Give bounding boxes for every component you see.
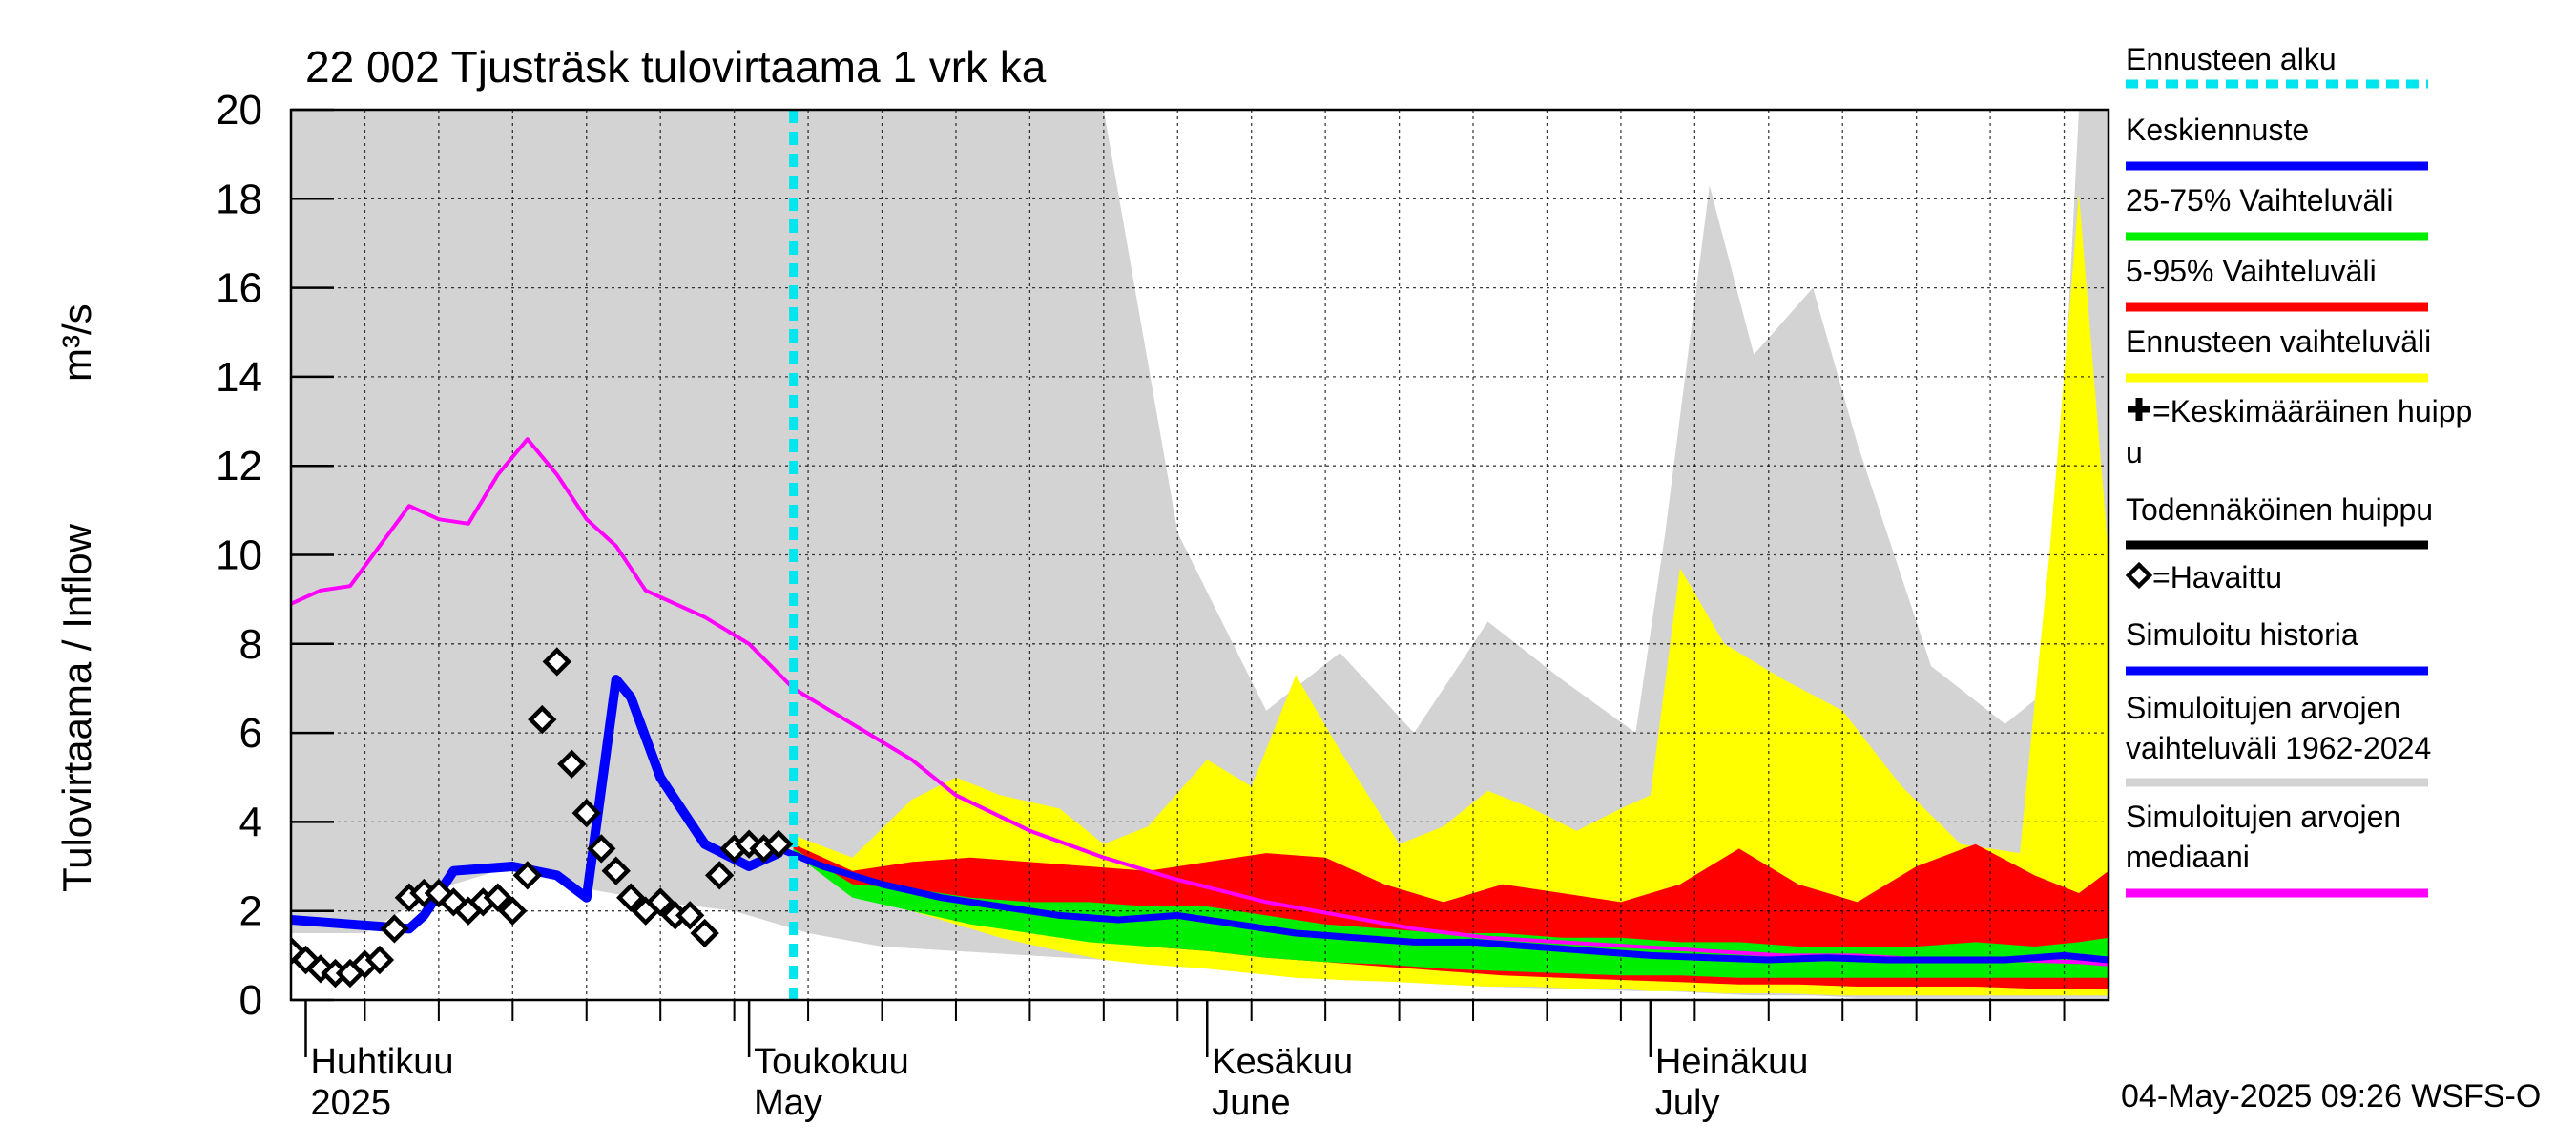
legend-item-p25_75: 25-75% Vaihteluväli <box>2126 183 2428 241</box>
legend-item-p5_95: 5-95% Vaihteluväli <box>2126 254 2428 312</box>
legend-item-forecast_start: Ennusteen alku <box>2126 42 2428 89</box>
x-month-sublabel: May <box>754 1083 822 1123</box>
y-tick-label: 2 <box>239 888 262 935</box>
observed-point <box>763 829 794 859</box>
observed-point <box>528 704 557 735</box>
legend-item-probable_peak: Todennäköinen huippu <box>2126 492 2433 550</box>
observed-point <box>601 856 631 885</box>
observed-point <box>380 914 409 944</box>
observed-point <box>291 936 306 966</box>
legend-label: =Havaittu <box>2152 560 2282 594</box>
y-tick-label: 12 <box>216 443 262 489</box>
observed-point <box>364 945 395 975</box>
grid <box>291 110 2109 1000</box>
y-tick-labels: 0 2 4 6 8 10 12 14 16 18 20 <box>216 87 334 1024</box>
legend-item-mean_forecast: Keskiennuste <box>2126 113 2428 171</box>
legend-label-cont: u <box>2126 435 2143 469</box>
y-tick-label: 10 <box>216 532 262 579</box>
legend-label: Ennusteen vaihteluväli <box>2126 324 2431 359</box>
y-axis-unit: m³/s <box>54 303 99 382</box>
observed-point <box>512 861 542 890</box>
y-axis-label: Tulovirtaama / Inflow <box>54 523 99 892</box>
observed-point <box>291 945 321 975</box>
y-tick-label: 0 <box>239 977 262 1024</box>
legend-item-simulated_history: Simuloitu historia <box>2126 617 2428 676</box>
legend-label-cont: vaihteluväli 1962-2024 <box>2126 731 2431 765</box>
legend-label: Keskiennuste <box>2126 113 2309 147</box>
forecast-range-band <box>793 194 2109 996</box>
y-tick-label: 18 <box>216 176 262 222</box>
legend-item-observed: =Havaittu <box>2125 560 2282 594</box>
observed-point <box>646 887 675 917</box>
legend-label: Simuloitu historia <box>2126 617 2358 652</box>
x-month-sublabel: June <box>1212 1083 1290 1123</box>
x-month-label: Toukokuu <box>754 1042 909 1082</box>
legend-label: Simuloitujen arvojen <box>2126 800 2400 834</box>
observed-point <box>616 883 646 912</box>
legend: Ennusteen alku Keskiennuste 25-75% Vaihtel… <box>2125 42 2472 898</box>
y-tick-label: 8 <box>239 621 262 668</box>
legend-cross-marker <box>2128 398 2150 421</box>
p25-75-band <box>793 848 2109 978</box>
observed-point <box>557 749 587 779</box>
legend-diamond-marker <box>2125 561 2153 590</box>
legend-label-cont: mediaani <box>2126 840 2250 874</box>
y-axis-label-group: Tulovirtaama / Inflow m³/s <box>54 303 99 892</box>
x-month-sublabel: July <box>1655 1083 1720 1123</box>
y-tick-label: 6 <box>239 710 262 757</box>
observed-point <box>498 896 528 926</box>
legend-item-mean_peak: =Keskimääräinen huipp u <box>2126 394 2472 469</box>
legend-item-sim_range: Simuloitujen arvojen vaihteluväli 1962-20… <box>2126 691 2431 787</box>
observed-point <box>587 834 616 864</box>
legend-label: Todennäköinen huippu <box>2126 492 2433 527</box>
x-month-sublabel: 2025 <box>310 1083 391 1123</box>
legend-label: 25-75% Vaihteluväli <box>2126 183 2393 218</box>
observed-point <box>439 887 468 917</box>
x-month-label: Heinäkuu <box>1655 1042 1809 1082</box>
chart-title: 22 002 Tjusträsk tulovirtaama 1 vrk ka <box>305 42 1047 92</box>
plot-area <box>289 108 2110 1002</box>
y-tick-label: 20 <box>216 87 262 134</box>
y-tick-label: 4 <box>239 799 262 845</box>
observed-points <box>291 647 794 989</box>
legend-label: =Keskimääräinen huipp <box>2152 394 2472 428</box>
x-month-label: Kesäkuu <box>1212 1042 1353 1082</box>
observed-point <box>690 918 719 948</box>
legend-label: Simuloitujen arvojen <box>2126 691 2400 725</box>
observed-point <box>542 647 571 677</box>
observed-point <box>675 901 705 930</box>
observed-point <box>571 798 601 828</box>
plot-layers <box>291 110 2109 1000</box>
observed-point <box>704 861 735 890</box>
observed-point <box>734 829 764 859</box>
legend-label: Ennusteen alku <box>2126 42 2337 76</box>
mean-forecast-line <box>775 844 2109 964</box>
legend-item-sim_median: Simuloitujen arvojen mediaani <box>2126 800 2428 898</box>
simulated-history-line <box>291 675 784 934</box>
y-tick-label: 16 <box>216 265 262 312</box>
sim-median-line <box>291 437 2109 967</box>
legend-item-forecast_range: Ennusteen vaihteluväli <box>2126 324 2431 383</box>
footer-timestamp: 04-May-2025 09:26 WSFS-O <box>2121 1078 2541 1114</box>
y-tick-label: 14 <box>216 354 262 401</box>
x-month-label: Huhtikuu <box>310 1042 453 1082</box>
legend-label: 5-95% Vaihteluväli <box>2126 254 2377 288</box>
observed-point <box>483 883 513 912</box>
